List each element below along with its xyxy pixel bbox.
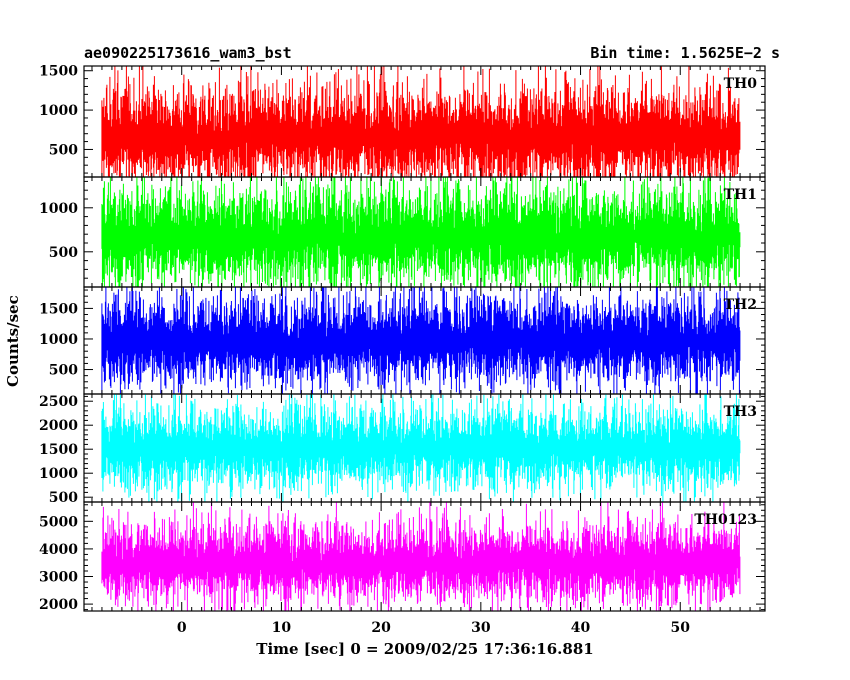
series-line-th0: [101, 66, 741, 177]
y-tick-label: 2000: [39, 418, 78, 434]
x-tick-label: 20: [371, 620, 391, 636]
y-tick-label: 1000: [39, 103, 78, 119]
panel-th2: 500 1000 1500 TH2: [39, 286, 766, 395]
y-tick-label: 500: [49, 142, 78, 158]
x-tick-label: 40: [571, 620, 591, 636]
series-label: TH3: [724, 404, 757, 420]
series-line-th1: [101, 177, 741, 287]
y-tick-label: 2500: [39, 394, 78, 410]
y-tick-label: 1500: [39, 301, 78, 317]
series-label: TH0123: [694, 512, 757, 528]
y-tick-label: 1500: [39, 64, 78, 80]
y-tick-label: 2000: [39, 597, 78, 613]
x-tick-label: 10: [272, 620, 292, 636]
panel-th3: 500 1000 1500 2000 2500 TH3: [39, 393, 766, 506]
y-tick-label: 500: [49, 490, 78, 506]
y-tick-label: 5000: [39, 514, 78, 530]
y-tick-label: 500: [49, 245, 78, 261]
y-tick-label: 1000: [39, 201, 78, 217]
y-tick-label: 1500: [39, 442, 78, 458]
y-tick-label: 500: [49, 363, 78, 379]
chart-title: ae090225173616_wam3_bst: [84, 44, 292, 62]
panel-frame: [83, 501, 766, 612]
series-label: TH2: [724, 297, 757, 313]
series-line-th0123: [101, 502, 741, 611]
series-line-th3: [101, 394, 741, 502]
series-label: TH1: [724, 187, 757, 203]
x-axis-label: Time [sec] 0 = 2009/02/25 17:36:16.881: [256, 640, 594, 658]
x-tick-label: 30: [471, 620, 491, 636]
series-label: TH0: [724, 76, 758, 92]
bin-time-label: Bin time: 1.5625E−2 s: [590, 44, 780, 62]
y-tick-label: 1000: [39, 332, 78, 348]
series-line-th2: [101, 287, 741, 394]
y-tick-label: 3000: [39, 570, 78, 586]
y-tick-label: 1000: [39, 466, 78, 482]
panel-th0123: 2000 3000 4000 5000 TH0123: [39, 501, 766, 613]
y-tick-label: 4000: [39, 542, 78, 558]
x-tick-label: 50: [671, 620, 691, 636]
x-tick-label: 0: [177, 620, 187, 636]
panel-th0: 500 1000 1500 TH0: [39, 64, 766, 178]
